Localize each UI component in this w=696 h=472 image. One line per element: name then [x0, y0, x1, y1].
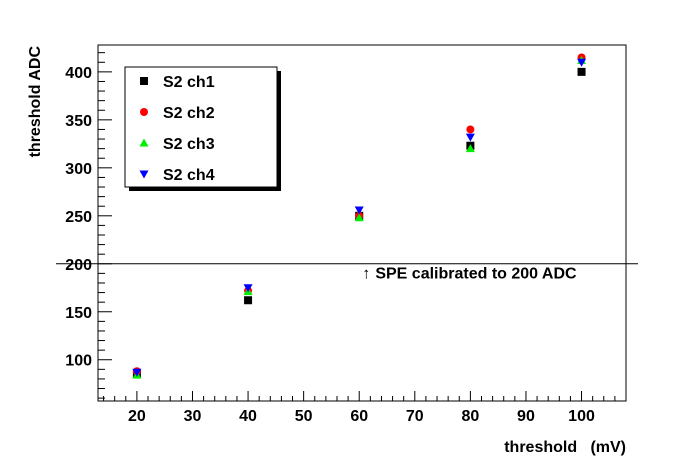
x-tick-label: 30	[184, 408, 202, 425]
x-tick-label: 70	[406, 408, 424, 425]
x-tick-label: 50	[295, 408, 313, 425]
legend-marker	[140, 77, 148, 85]
plot-frame	[97, 44, 627, 402]
legend-marker	[140, 108, 148, 116]
legend-label: S2 ch4	[163, 167, 215, 184]
y-tick-label: 100	[65, 353, 92, 370]
data-point	[465, 133, 475, 142]
x-tick-label: 80	[461, 408, 479, 425]
y-tick-label: 300	[65, 161, 92, 178]
data-point	[465, 144, 475, 153]
x-tick-label: 40	[239, 408, 257, 425]
x-tick-label: 90	[517, 408, 535, 425]
y-tick-label: 350	[65, 113, 92, 130]
legend-label: S2 ch1	[163, 74, 215, 91]
legend-label: S2 ch2	[163, 105, 215, 122]
data-point	[466, 125, 475, 134]
data-point	[354, 206, 364, 215]
x-tick-label: 60	[350, 408, 368, 425]
legend-marker	[139, 138, 149, 147]
legend: S2 ch1 S2 ch2 S2 ch3 S2 ch4	[124, 66, 281, 191]
legend-box	[124, 66, 278, 188]
y-tick-label: 250	[65, 209, 92, 226]
annotation-arrow: ↑	[362, 265, 370, 282]
axes: 20 30 40 50 60 70 80 90 100 100 150 200 250 300 350 400	[65, 52, 627, 425]
data-point	[354, 213, 364, 222]
series-4	[132, 58, 587, 377]
data-point	[132, 368, 142, 377]
x-axis-title: threshold (mV)	[504, 439, 626, 456]
legend-marker	[139, 170, 149, 179]
data-point	[244, 296, 253, 305]
legend-label: S2 ch3	[163, 136, 215, 153]
data-point	[577, 67, 586, 76]
y-tick-label: 200	[65, 257, 92, 274]
y-tick-label: 400	[65, 65, 92, 82]
x-tick-label: 100	[568, 408, 595, 425]
data-point	[577, 58, 587, 67]
data-points	[132, 53, 587, 379]
x-tick-label: 20	[128, 408, 146, 425]
annotation-label: SPE calibrated to 200 ADC	[375, 265, 577, 282]
y-tick-label: 150	[65, 305, 92, 322]
y-axis-title: threshold ADC	[27, 46, 44, 158]
data-point	[243, 284, 253, 293]
annotation: ↑ SPE calibrated to 200 ADC	[362, 265, 577, 282]
